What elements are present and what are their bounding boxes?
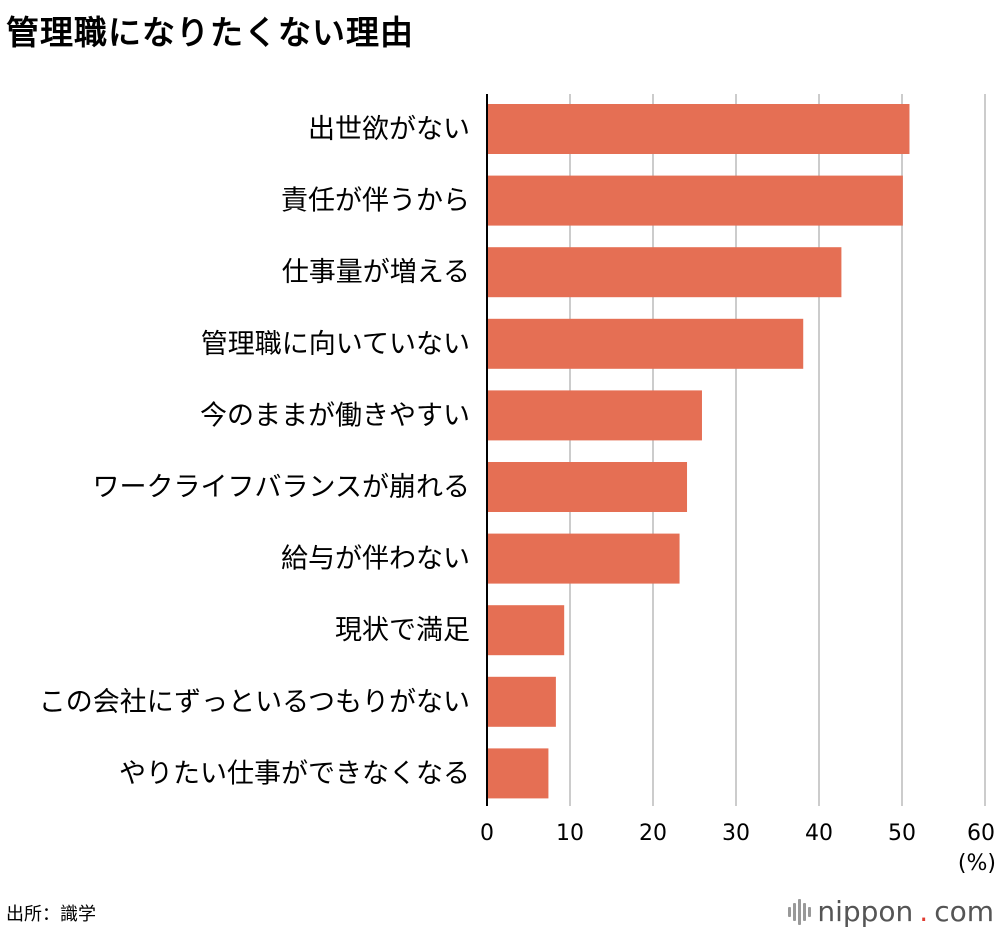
bar (487, 676, 556, 727)
bar (487, 104, 910, 154)
bar (487, 175, 903, 226)
category-label: この会社にずっといるつもりがない (39, 687, 470, 718)
category-label: やりたい仕事ができなくなる (119, 758, 470, 789)
logo-tld: com (934, 895, 994, 928)
tick-label: 60 (967, 821, 995, 846)
source-note: 出所：識学 (6, 904, 96, 925)
tick-label: 0 (480, 821, 494, 846)
category-label: 出世欲がない (308, 114, 470, 145)
bar (487, 533, 680, 584)
logo-name: nippon (817, 895, 914, 928)
tick-label: 30 (722, 821, 750, 846)
category-label: 仕事量が増える (282, 257, 470, 288)
unit-label: (%) (958, 851, 996, 876)
category-label: 責任が伴うから (281, 186, 470, 217)
bar (487, 462, 688, 512)
logo-mark-icon (788, 898, 812, 926)
tick-label: 50 (888, 821, 916, 846)
category-label: 管理職に向いていない (201, 329, 470, 360)
tick-label: 10 (556, 821, 584, 846)
nippon-logo: nippon. com (788, 895, 994, 928)
category-label: 今のままが働きやすい (200, 400, 470, 431)
category-label: 給与が伴わない (281, 544, 470, 575)
category-label: ワークライフバランスが崩れる (93, 472, 470, 503)
bar (487, 247, 842, 298)
bar (487, 318, 804, 369)
chart-title: 管理職になりたくない理由 (6, 13, 414, 52)
bar (487, 390, 702, 441)
bar (487, 748, 549, 799)
bar (487, 605, 565, 656)
logo-dot: . (919, 895, 929, 928)
tick-label: 40 (805, 821, 833, 846)
category-label: 現状で満足 (335, 615, 470, 646)
tick-label: 20 (639, 821, 667, 846)
